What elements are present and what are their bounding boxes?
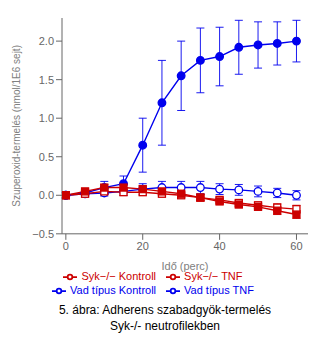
html-text:Syk−/− TNF: Syk−/− TNF (184, 269, 243, 282)
svg-text:0.5: 0.5 (39, 151, 54, 163)
svg-text:0: 0 (63, 240, 69, 252)
html-text:Vad típus TNF: Vad típus TNF (184, 283, 254, 296)
svg-text:Idő (perc): Idő (perc) (161, 260, 208, 272)
svg-text:2.0: 2.0 (39, 35, 54, 47)
svg-text:1.0: 1.0 (39, 112, 54, 124)
html-text:Syk−/− Kontroll: Syk−/− Kontroll (81, 269, 156, 282)
html-text:Syk-/- neutrofilekben: Syk-/- neutrofilekben (110, 319, 220, 333)
html-text:Vad típus Kontroll: Vad típus Kontroll (70, 283, 156, 296)
svg-text:−0.5: −0.5 (32, 228, 54, 240)
html-text:5. ábra: Adherens szabadgyök-t: 5. ábra: Adherens szabadgyök-termelés (58, 303, 272, 317)
svg-text:1.5: 1.5 (39, 74, 54, 86)
svg-text:60: 60 (290, 240, 302, 252)
svg-text:Szuperoxid-termelés (nmol/1E6: Szuperoxid-termelés (nmol/1E6 sejt) (11, 45, 22, 207)
svg-text:0.0: 0.0 (39, 189, 54, 201)
svg-text:40: 40 (213, 240, 225, 252)
svg-text:20: 20 (137, 240, 149, 252)
